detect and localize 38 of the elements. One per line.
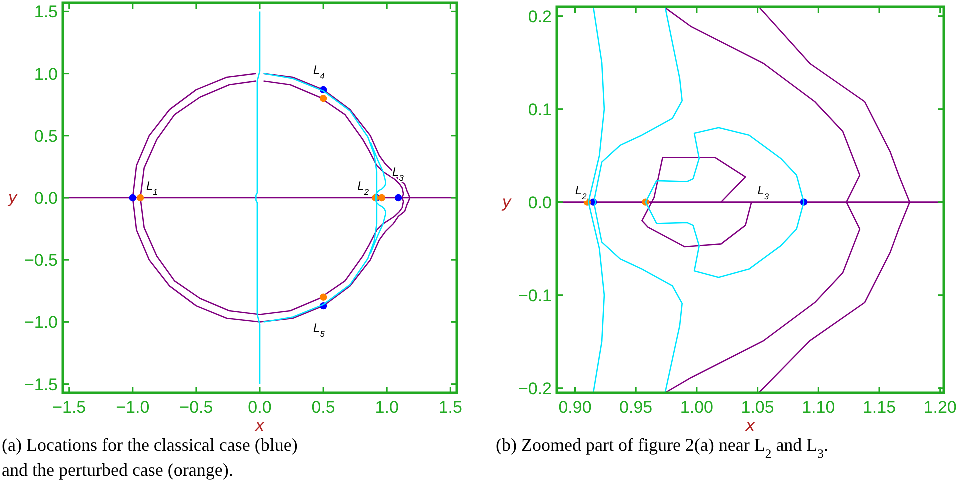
annotation: L$_{2}$ (358, 179, 370, 197)
x-tick-label: −1.5 (52, 398, 86, 417)
annotation: L$_{4}$ (314, 62, 326, 81)
x-tick-label: 1.15 (862, 398, 896, 417)
y-tick-label: −1.5 (24, 375, 58, 394)
annotation: L$_{2}$ (575, 183, 588, 202)
x-tick-label: 0.0 (248, 398, 272, 417)
x-tick-label: −1.0 (116, 398, 150, 417)
y-tick-label: 0.0 (528, 193, 552, 212)
x-tick-label: 1.00 (680, 398, 714, 417)
text: (b) Zoomed part of figure 2(a) near L$_{2}$ and L$_{3}$. (496, 435, 828, 461)
annotation: L$_{5}$ (314, 321, 326, 340)
y-axis-title: y (7, 188, 18, 207)
x-tick-label: 0.95 (620, 398, 653, 417)
x-tick-label: 0.5 (312, 398, 336, 417)
text: (a) Locations for the classical case (blue) and the perturbed case (orange). (2, 435, 298, 480)
x-tick-label: 0.90 (558, 398, 592, 417)
y-tick-label: −0.5 (24, 251, 58, 270)
y-tick-label: −0.1 (518, 286, 552, 306)
y-tick-label: 0.2 (528, 7, 552, 26)
x-tick-label: 1.10 (802, 398, 836, 417)
x-axis-title: x (744, 416, 756, 435)
x-tick-label: 1.05 (741, 398, 774, 417)
x-axis-title: x (254, 416, 266, 435)
y-tick-label: 0.0 (34, 189, 58, 208)
y-tick-label: 0.5 (34, 126, 58, 146)
y-tick-label: −1.0 (24, 313, 58, 332)
x-tick-label: 1.20 (924, 398, 957, 417)
annotation: L$_{1}$ (146, 179, 158, 197)
y-tick-label: 0.1 (528, 100, 552, 120)
x-tick-label: −0.5 (180, 398, 214, 417)
y-tick-label: −0.2 (518, 379, 552, 398)
x-tick-label: 1.0 (375, 398, 399, 417)
x-tick-label: 1.5 (438, 398, 462, 417)
y-tick-label: 1.5 (34, 2, 58, 22)
y-axis-title: y (501, 192, 512, 212)
annotation: L$_{3}$ (758, 183, 770, 202)
y-tick-label: 1.0 (34, 64, 58, 84)
